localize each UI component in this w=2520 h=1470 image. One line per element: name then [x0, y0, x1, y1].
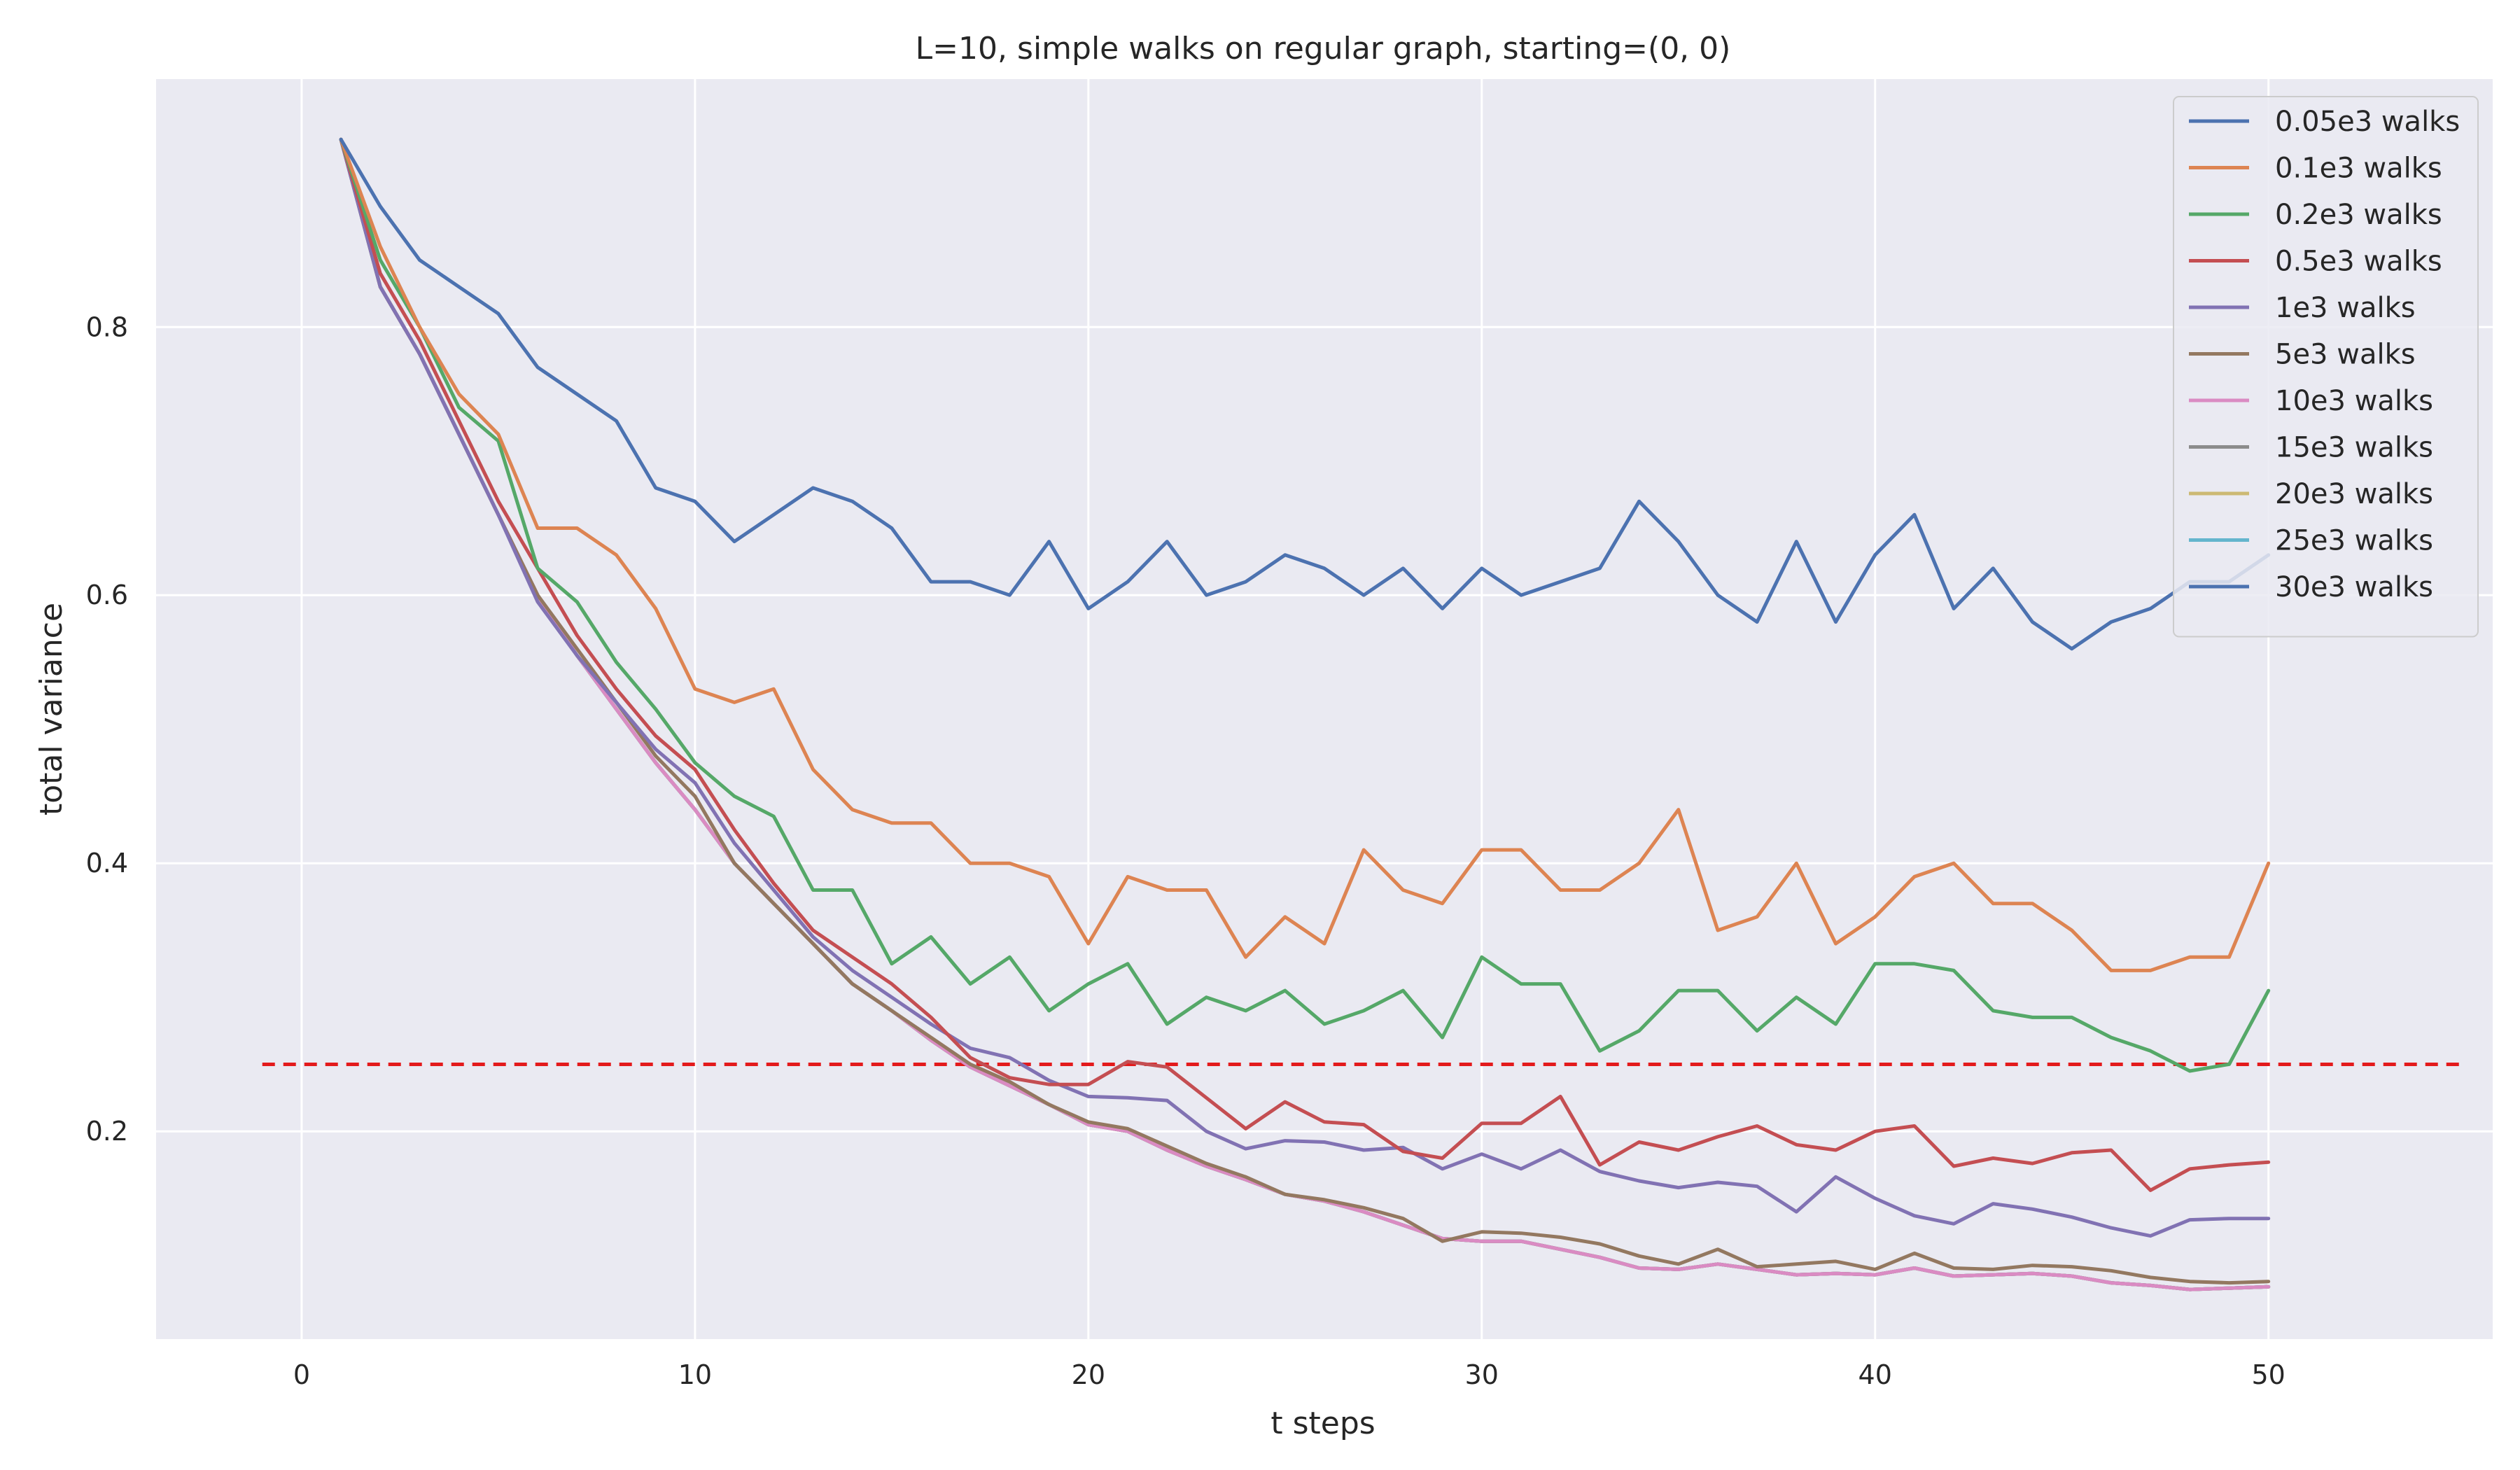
series-line-3 [339, 137, 2271, 1192]
legend: 0.05e3 walks 0.1e3 walks 0.2e3 walks 0.5e3 … [2173, 96, 2479, 638]
x-tick-label-2: 20 [1072, 1359, 1105, 1390]
legend-label-9: 25e3 walks [2275, 525, 2433, 557]
plot-area [156, 79, 2493, 1339]
series-line-0 [339, 137, 2271, 651]
x-axis-label: t steps [1270, 1406, 1375, 1441]
legend-label-1: 0.1e3 walks [2275, 153, 2442, 185]
axis-ticks: 0 10 20 30 40 50 0.2 0.4 0.6 0.8 [86, 312, 2286, 1390]
x-tick-label-4: 40 [1858, 1359, 1892, 1390]
legend-label-10: 30e3 walks [2275, 571, 2433, 603]
legend-label-8: 20e3 walks [2275, 478, 2433, 510]
legend-label-6: 10e3 walks [2275, 385, 2433, 417]
chart-title: L=10, simple walks on regular graph, sta… [916, 31, 1731, 66]
series-lines [339, 137, 2271, 1292]
y-tick-label-0: 0.2 [86, 1116, 128, 1147]
legend-frame [2173, 96, 2479, 638]
x-tick-label-0: 0 [293, 1359, 310, 1390]
legend-label-2: 0.2e3 walks [2275, 199, 2442, 231]
x-tick-label-3: 30 [1465, 1359, 1499, 1390]
legend-label-4: 1e3 walks [2275, 292, 2416, 324]
y-tick-label-1: 0.4 [86, 848, 128, 878]
series-line-4 [339, 137, 2271, 1238]
y-axis-label: total variance [34, 603, 69, 816]
legend-label-5: 5e3 walks [2275, 339, 2416, 371]
x-tick-label-1: 10 [678, 1359, 712, 1390]
legend-label-3: 0.5e3 walks [2275, 246, 2442, 278]
legend-label-0: 0.05e3 walks [2275, 106, 2460, 138]
series-line-1 [339, 137, 2271, 972]
series-line-2 [339, 137, 2271, 1073]
series-line-5 [339, 137, 2271, 1285]
y-tick-label-2: 0.6 [86, 580, 128, 610]
y-tick-label-3: 0.8 [86, 312, 128, 342]
x-tick-label-5: 50 [2252, 1359, 2286, 1390]
legend-label-7: 15e3 walks [2275, 432, 2433, 464]
